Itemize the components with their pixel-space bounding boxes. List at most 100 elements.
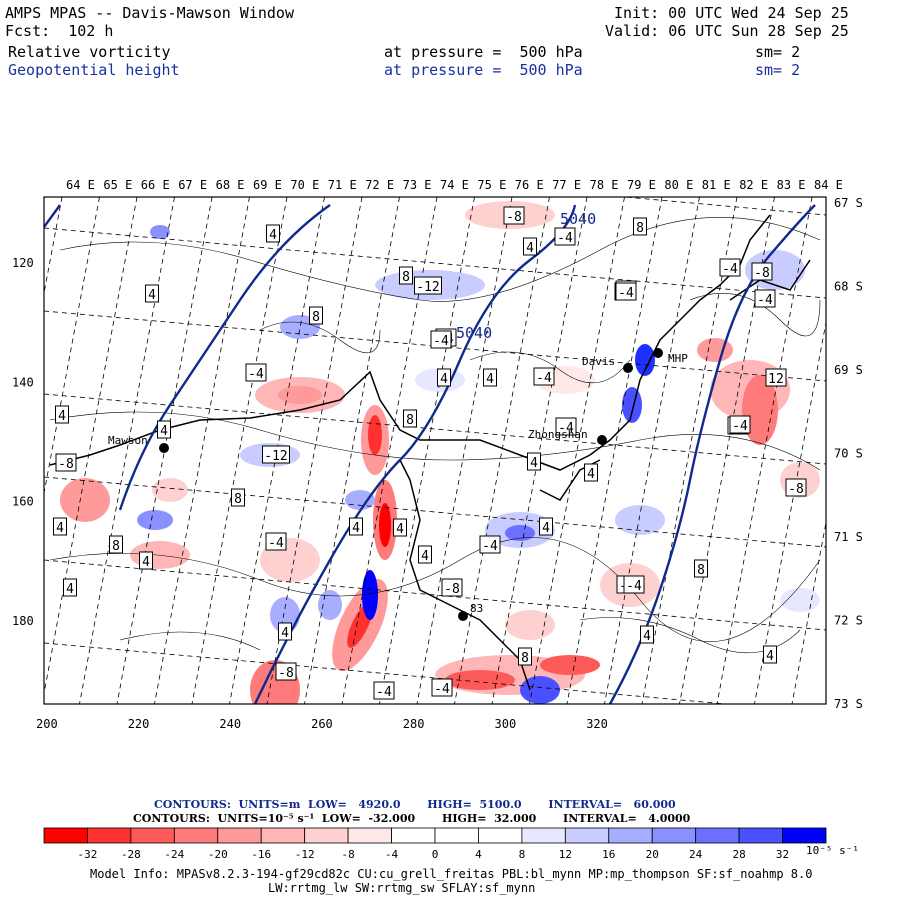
vorticity-contour-label: 4 [393,518,407,537]
colorbar-swatch [173,827,219,844]
left-y-label: 160 [12,495,34,509]
svg-text:4: 4 [530,456,538,471]
top-lon-label: 71 E [328,178,357,192]
model-info-line2: LW:rrtmg_lw SW:rrtmg_sw SFLAY:sf_mynn [268,881,536,895]
svg-text:4: 4 [486,372,494,387]
station-label-83: 83 [470,602,483,615]
svg-text:8: 8 [402,270,410,285]
vorticity-contour-label: 4 [278,622,292,641]
colorbar-swatch [130,827,175,844]
top-lon-label: 81 E [702,178,731,192]
vorticity-contour-label: -4 [623,575,645,594]
top-lon-label: 64 E [66,178,95,192]
svg-text:8: 8 [521,651,529,666]
svg-text:-4: -4 [376,685,392,700]
colorbar-swatch [43,827,88,844]
svg-text:-12: -12 [264,449,287,464]
svg-text:-4: -4 [732,419,748,434]
svg-text:4: 4 [643,629,651,644]
colorbar-tick: 28 [732,848,745,861]
plot-title: AMPS MPAS -- Davis-Mawson Window [5,4,294,22]
svg-text:8: 8 [112,539,120,554]
svg-text:-8: -8 [788,482,804,497]
vorticity-contour-label: -4 [729,415,751,434]
height-label: 5040 [560,210,596,228]
vorticity-contour-label: 4 [418,545,432,564]
colorbar-swatch [521,827,566,844]
svg-text:4: 4 [66,582,74,597]
field2-level: at pressure = 500 hPa [384,61,583,79]
colorbar: -32 -28 -24 -20 -16 -12 -8 -4 0 4 8 12 16 20 24 28 32 10⁻… [43,827,859,861]
vorticity-contour-label: -8 [275,662,297,681]
colorbar-swatch [217,827,262,844]
svg-text:-8: -8 [278,666,294,681]
vorticity-contour-label: 4 [139,551,153,570]
vorticity-contour-label: 8 [399,266,413,285]
top-lon-label: 74 E [440,178,469,192]
colorbar-tick: 24 [689,848,703,861]
colorbar-swatch [478,827,523,844]
colorbar-tick: 8 [519,848,526,861]
vorticity-contour-label: 4 [266,224,280,243]
svg-text:-4: -4 [433,334,449,349]
left-y-label: 140 [12,375,34,389]
svg-text:-4: -4 [618,286,634,301]
valid-time: Valid: 06 UTC Sun 28 Sep 25 [605,22,849,40]
svg-text:12: 12 [768,372,784,387]
colorbar-swatch [564,827,610,844]
svg-text:-4: -4 [536,371,552,386]
svg-text:4: 4 [587,467,595,482]
svg-text:-8: -8 [444,582,460,597]
colorbar-tick: -8 [341,848,354,861]
svg-text:4: 4 [766,649,774,664]
top-lon-label: 76 E [515,178,544,192]
svg-text:-8: -8 [58,457,74,472]
init-time: Init: 00 UTC Wed 24 Sep 25 [614,4,849,22]
right-lat-label: 71 S [834,530,863,544]
right-lat-label: 70 S [834,447,863,461]
vorticity-contour-label: 8 [309,306,323,325]
right-lat-label: 72 S [834,614,863,628]
vorticity-contour-label: -4 [554,227,576,246]
svg-text:-8: -8 [506,210,522,225]
station-markers [159,348,663,621]
geopotential-contours [44,204,816,704]
vorticity-contour-label: -4 [431,678,453,697]
top-lon-label: 72 E [365,178,394,192]
colorbar-tick: 16 [602,848,615,861]
colorbar-tick: -24 [164,848,184,861]
forecast-hour: Fcst: 102 h [5,22,114,40]
colorbar-swatch [304,827,349,844]
vorticity-contour-label: -4 [754,289,776,308]
svg-text:4: 4 [421,549,429,564]
colorbar-tick: -20 [208,848,228,861]
svg-text:-12: -12 [416,280,439,295]
vorticity-contour-label: 8 [633,217,647,236]
svg-text:4: 4 [160,424,168,439]
top-lon-label: 80 E [664,178,693,192]
vorticity-contour-label: 4 [145,284,159,303]
bottom-x-label: 220 [128,717,150,731]
colorbar-swatch [87,827,132,844]
vorticity-contour-label: 4 [640,625,654,644]
vorticity-contour-label: -8 [751,262,773,281]
svg-text:8: 8 [697,563,705,578]
top-lon-label: 67 E [178,178,207,192]
top-lon-label: 83 E [777,178,806,192]
vorticity-contour-label: 8 [231,488,245,507]
vorticity-contour-label: 4 [53,517,67,536]
vorticity-contour-label: -4 [719,258,741,277]
right-lat-label: 68 S [834,280,863,294]
colorbar-swatch [391,827,436,844]
right-lat-label: 67 S [834,196,863,210]
colorbar-tick: 32 [776,848,789,861]
right-lat-label: 69 S [834,363,863,377]
left-y-label: 120 [12,256,34,270]
colorbar-swatch [651,827,697,844]
svg-text:4: 4 [58,409,66,424]
height-label: 5040 [456,324,492,342]
colorbar-swatch [695,827,740,844]
top-lon-label: 77 E [552,178,581,192]
colorbar-swatch [738,827,783,844]
vorticity-contour-label: 4 [437,368,451,387]
